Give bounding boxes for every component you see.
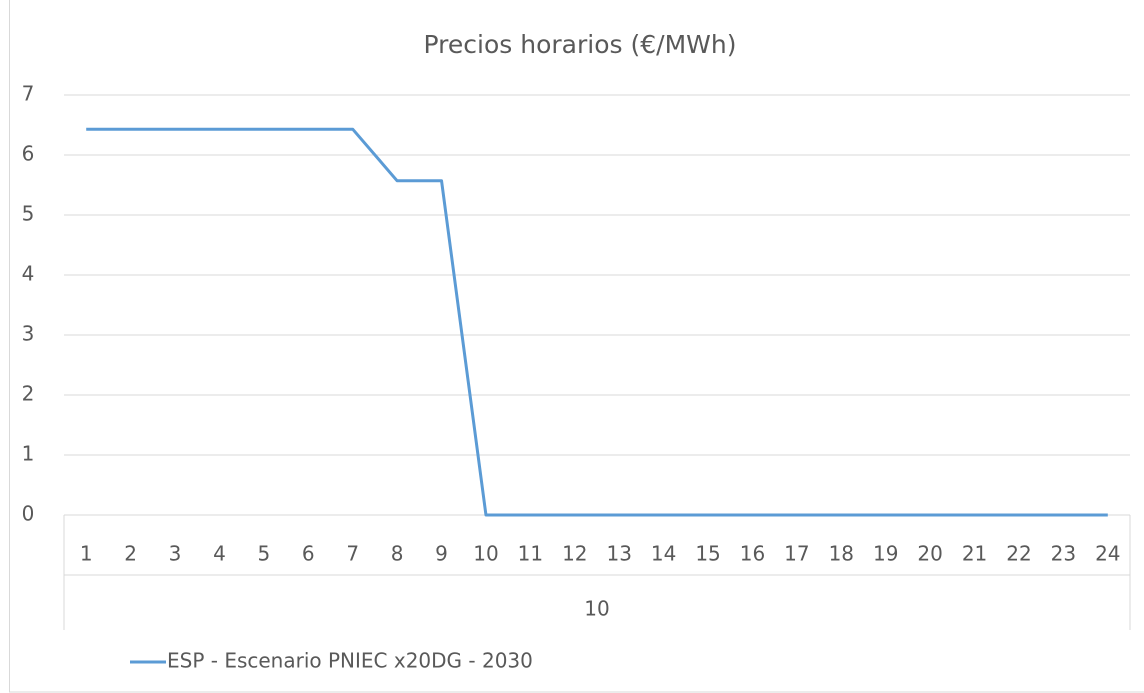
x-tick-label: 14	[651, 542, 676, 566]
x-tick-label: 12	[562, 542, 587, 566]
x-tick-label: 19	[873, 542, 898, 566]
x-tick-label: 7	[346, 542, 359, 566]
x-tick-label: 17	[784, 542, 809, 566]
x-tick-label: 8	[391, 542, 404, 566]
y-tick-label: 1	[22, 442, 35, 466]
y-tick-label: 7	[22, 82, 35, 106]
y-tick-label: 2	[22, 382, 35, 406]
x-tick-label: 2	[124, 542, 137, 566]
data-line	[86, 127, 1108, 517]
legend-label: ESP - Escenario PNIEC x20DG - 2030	[167, 649, 533, 673]
x-tick-label: 23	[1051, 542, 1076, 566]
y-tick-label: 6	[22, 142, 35, 166]
x-tick-label: 16	[740, 542, 765, 566]
x-tick-label: 11	[518, 542, 543, 566]
x-tick-label: 10	[473, 542, 498, 566]
x-group-label: 10	[584, 597, 609, 621]
x-tick-label: 5	[258, 542, 271, 566]
x-tick-label: 6	[302, 542, 315, 566]
x-tick-label: 9	[435, 542, 448, 566]
y-tick-label: 4	[22, 262, 35, 286]
x-tick-label: 3	[169, 542, 182, 566]
x-tick-label: 18	[829, 542, 854, 566]
y-tick-label: 3	[22, 322, 35, 346]
x-tick-label: 1	[80, 542, 93, 566]
x-tick-label: 24	[1095, 542, 1120, 566]
y-tick-label: 0	[22, 502, 35, 526]
x-tick-label: 20	[917, 542, 942, 566]
y-tick-label: 5	[22, 202, 35, 226]
x-tick-label: 22	[1006, 542, 1031, 566]
chart-frame	[9, 0, 1144, 693]
x-tick-label: 13	[606, 542, 631, 566]
x-tick-label: 15	[695, 542, 720, 566]
chart-title: Precios horarios (€/MWh)	[424, 30, 737, 59]
x-tick-label: 4	[213, 542, 226, 566]
x-tick-label: 21	[962, 542, 987, 566]
